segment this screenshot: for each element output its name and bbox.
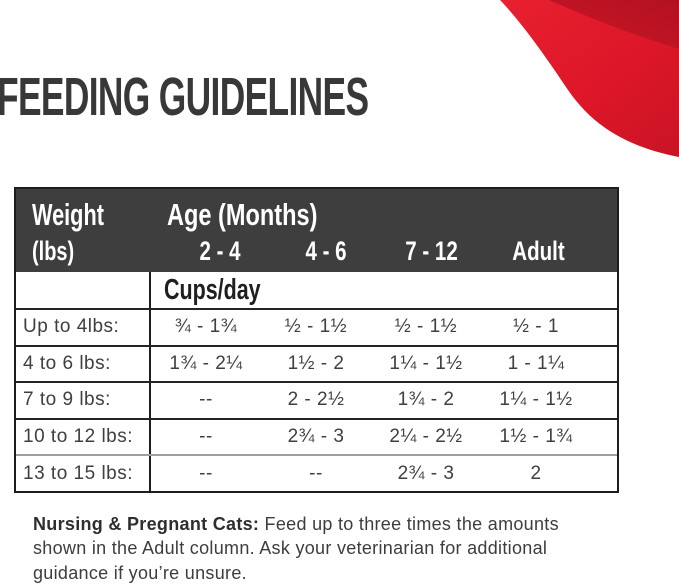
weight-cell: Up to 4lbs: [16,310,151,345]
value-cell: -- [309,462,323,484]
unit-label-text: Cups/day [164,273,261,306]
weight-header-sub: (lbs) [32,235,151,267]
feeding-guidelines-table: Weight (lbs) Age (Months) 2 - 4 4 - 6 7 … [14,187,619,493]
table-row-10-to-12lbs: 10 to 12 lbs: -- 2¾ - 3 2¼ - 2½ 1½ - 1¾ [16,417,617,455]
value-cell: -- [199,389,213,411]
age-header-text: Age (Months) [167,197,318,232]
table-row-13-to-15lbs: 13 to 15 lbs: -- -- 2¾ - 3 2 [16,454,617,491]
units-row: Cups/day [16,272,617,310]
value-cells: ¾ - 1¾ ½ - 1½ ½ - 1½ ½ - 1 [151,310,617,345]
value-cell: 1¼ - 1½ [389,352,463,374]
weight-cell: 7 to 9 lbs: [16,383,151,418]
value-cell: 1¾ - 2 [397,389,455,411]
age-column-header-text: Adult [511,236,565,266]
value-cell: ½ - 1½ [284,316,348,338]
value-cell: 2¾ - 3 [397,462,455,484]
age-column-headers: 2 - 4 4 - 6 7 - 12 Adult [167,235,591,267]
value-cell: ½ - 1 [513,316,559,338]
value-cell: 2 [530,462,542,484]
table-row-7-to-9lbs: 7 to 9 lbs: -- 2 - 2½ 1¾ - 2 1¼ - 1½ [16,381,617,418]
value-cell: -- [199,462,213,484]
age-column-header-text: 4 - 6 [305,236,347,266]
value-cells: 1¾ - 2¼ 1½ - 2 1¼ - 1½ 1 - 1¼ [151,347,617,382]
units-row-empty-cell [16,272,151,308]
age-column-header-7-12: 7 - 12 [379,235,485,267]
table-header: Weight (lbs) Age (Months) 2 - 4 4 - 6 7 … [16,189,617,272]
red-blob-shape [500,0,679,157]
page-title: FEEDING GUIDELINES [0,67,369,127]
unit-label: Cups/day [151,272,617,308]
table-row-up-to-4lbs: Up to 4lbs: ¾ - 1¾ ½ - 1½ ½ - 1½ ½ - 1 [16,310,617,345]
weight-cell: 10 to 12 lbs: [16,419,151,455]
value-cell: ¾ - 1¾ [174,316,238,338]
value-cell: 2¼ - 2½ [389,426,463,448]
footnote: Nursing & Pregnant Cats: Feed up to thre… [33,512,653,585]
age-column-header-text: 2 - 4 [199,236,241,266]
age-column-header-text: 7 - 12 [405,236,459,266]
weight-cell: 13 to 15 lbs: [16,456,151,491]
footnote-line1: Feed up to three times the amounts [259,514,559,534]
footnote-line2: shown in the Adult column. Ask your vete… [33,538,548,559]
table-row-4-to-6lbs: 4 to 6 lbs: 1¾ - 2¼ 1½ - 2 1¼ - 1½ 1 - 1… [16,344,617,382]
weight-header-sub-text: (lbs) [32,236,75,266]
age-column-header-adult: Adult [485,235,591,267]
age-column-header-2-4: 2 - 4 [167,235,273,267]
red-blob-fold-shape [549,0,679,49]
weight-cell: 4 to 6 lbs: [16,346,151,382]
value-cells: -- -- 2¾ - 3 2 [151,456,617,491]
age-header-label: Age (Months) [167,195,591,235]
value-cell: ½ - 1½ [394,316,458,338]
value-cell: 1½ - 1¾ [499,426,573,448]
value-cells: -- 2¾ - 3 2¼ - 2½ 1½ - 1¾ [151,420,617,455]
footnote-line3: guidance if you’re unsure. [33,562,247,583]
weight-header-label: Weight [32,195,151,235]
age-header-cell: Age (Months) 2 - 4 4 - 6 7 - 12 Adult [151,189,617,272]
weight-header-text: Weight [32,197,104,232]
value-cell: 1½ - 2 [287,352,345,374]
age-column-header-4-6: 4 - 6 [273,235,379,267]
footnote-heading: Nursing & Pregnant Cats: [33,514,260,534]
weight-header-cell: Weight (lbs) [16,189,151,272]
value-cell: 1¼ - 1½ [499,389,573,411]
value-cell: 2¾ - 3 [287,426,345,448]
value-cell: 1 - 1¼ [507,352,565,374]
value-cells: -- 2 - 2½ 1¾ - 2 1¼ - 1½ [151,383,617,418]
value-cell: 2 - 2½ [287,389,345,411]
value-cell: -- [199,426,213,448]
value-cell: 1¾ - 2¼ [169,352,243,374]
